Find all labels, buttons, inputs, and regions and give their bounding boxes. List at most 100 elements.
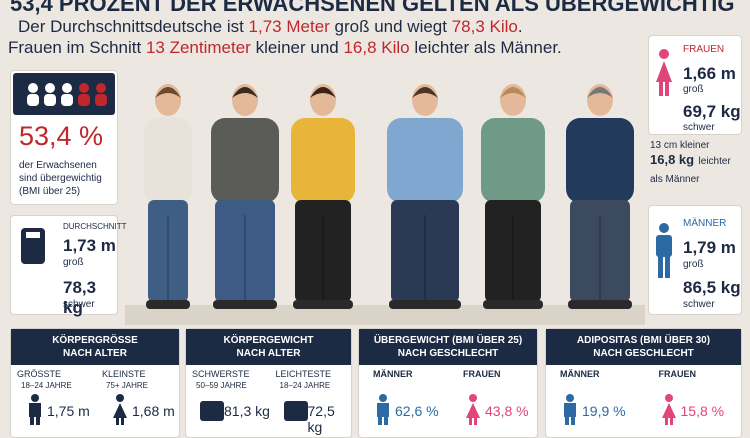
- unit: groß: [683, 84, 704, 95]
- segment: 13 Zentimeter: [145, 38, 251, 57]
- body: [564, 403, 576, 425]
- item-label: GRÖSSTE: [17, 369, 62, 379]
- item-group: 75+ JAHRE: [106, 381, 149, 390]
- item-value: 62,6 %: [395, 403, 439, 419]
- shoes: [293, 300, 353, 309]
- body: [113, 403, 127, 425]
- percent: 53,4 %: [19, 121, 104, 151]
- head: [566, 394, 574, 402]
- panel-title: KÖRPERGEWICHT: [223, 335, 314, 346]
- hair: [232, 87, 258, 98]
- segment: 1,73 Meter: [248, 17, 330, 36]
- icon-bar: [13, 73, 115, 115]
- panel: ADIPOSITAS (BMI ÜBER 30) NACH GESCHLECHT M…: [545, 328, 742, 438]
- height: 1,73 m: [63, 236, 116, 255]
- weight: 78,3 kg: [63, 278, 97, 317]
- unit: schwer: [63, 299, 95, 310]
- text: der Erwachsenen sind übergewichtig (BMI …: [19, 160, 102, 197]
- difference: 13 cm kleiner 16,8 kg leichter als Männe…: [650, 140, 740, 187]
- pants: [215, 200, 275, 302]
- icon: [466, 394, 480, 425]
- panel-subtitle: NACH GESCHLECHT: [593, 348, 694, 359]
- weight-diff: 16,8 kg: [650, 152, 695, 167]
- hair: [155, 87, 181, 98]
- pants: [148, 200, 188, 302]
- title: 53,4 PROZENT DER ERWACHSENEN GELTEN ALS …: [10, 0, 735, 16]
- overweight-box: 53,4 % der Erwachsenen sind übergewichti…: [10, 70, 118, 205]
- height: 1,66 m: [683, 64, 736, 83]
- weight: 69,7 kg: [683, 102, 741, 121]
- item-value: 43,8 %: [485, 403, 529, 419]
- shoes: [213, 300, 277, 309]
- segment: leichter als Männer.: [409, 38, 562, 57]
- item-value: 81,3 kg: [224, 403, 270, 419]
- body: [466, 403, 480, 425]
- panel-header: ÜBERGEWICHT (BMI ÜBER 25) NACH GESCHLECHT: [359, 329, 537, 365]
- segment: Frauen im Schnitt: [8, 38, 146, 57]
- hair: [587, 87, 613, 98]
- icon: [661, 394, 676, 425]
- panel-header: KÖRPERGRÖSSE NACH ALTER: [11, 329, 179, 365]
- icon: [377, 394, 389, 425]
- item-label: LEICHTESTE: [275, 369, 332, 379]
- item-value: 1,68 m: [132, 403, 175, 419]
- item-label: MÄNNER: [373, 369, 413, 379]
- panel-title: ADIPOSITAS (BMI ÜBER 30): [576, 335, 711, 346]
- shirt: [387, 118, 463, 203]
- item-group: 50–59 JAHRE: [196, 381, 247, 390]
- panel-subtitle: NACH ALTER: [236, 348, 301, 359]
- shirt: [291, 118, 355, 203]
- pants: [295, 200, 351, 302]
- men-box: MÄNNER 1,79 m groß 86,5 kg schwer: [648, 205, 742, 315]
- shirt: [211, 118, 279, 203]
- item-value: 1,75 m: [47, 403, 90, 419]
- shoes: [146, 300, 190, 309]
- head: [664, 394, 673, 402]
- height: 1,79 m: [683, 238, 736, 257]
- pants: [485, 200, 541, 302]
- panel: KÖRPERGRÖSSE NACH ALTER GRÖSSTE 18–24 JAHRE…: [10, 328, 180, 438]
- body: [661, 403, 676, 425]
- head: [116, 394, 124, 402]
- icon: [29, 394, 41, 425]
- scale: [200, 401, 224, 421]
- shirt: [566, 118, 634, 203]
- panel: KÖRPERGEWICHT NACH ALTER SCHWERSTE 50–59 JA…: [185, 328, 352, 438]
- hair: [412, 87, 438, 98]
- body: [377, 403, 389, 425]
- item-value: 72,5 kg: [307, 403, 335, 435]
- head: [469, 394, 477, 402]
- label: FRAUEN: [683, 44, 725, 55]
- headline: Frauen im Schnitt 13 Zentimeter kleiner …: [8, 38, 562, 58]
- hair: [500, 87, 526, 98]
- icon: [200, 401, 224, 421]
- height-diff: 13 cm kleiner: [650, 140, 710, 151]
- weight: 86,5 kg: [683, 278, 741, 297]
- unit: schwer: [683, 299, 715, 310]
- panel-subtitle: NACH ALTER: [63, 348, 127, 359]
- item-value: 15,8 %: [680, 403, 725, 419]
- panel: ÜBERGEWICHT (BMI ÜBER 25) NACH GESCHLECHT…: [358, 328, 538, 438]
- body: [29, 403, 41, 425]
- icon: [564, 394, 576, 425]
- icon: [113, 394, 127, 425]
- head: [31, 394, 39, 402]
- panel-title: KÖRPERGRÖSSE: [52, 335, 138, 346]
- segment: groß und wiegt: [329, 17, 452, 36]
- unit: groß: [63, 257, 84, 268]
- segment: 78,3 Kilo: [451, 17, 518, 36]
- item-value: 19,9 %: [582, 403, 626, 419]
- women-box: FRAUEN 1,66 m groß 69,7 kg schwer: [648, 35, 742, 135]
- item-label: FRAUEN: [658, 369, 697, 379]
- shirt: [144, 118, 192, 203]
- panel-header: KÖRPERGEWICHT NACH ALTER: [186, 329, 351, 365]
- headline: Der Durchschnittsdeutsche ist 1,73 Meter…: [18, 17, 523, 37]
- item-label: FRAUEN: [463, 369, 501, 379]
- label: DURCHSCHNITT: [63, 222, 127, 231]
- panel-header: ADIPOSITAS (BMI ÜBER 30) NACH GESCHLECHT: [546, 329, 741, 365]
- item-group: 18–24 JAHRE: [21, 381, 72, 390]
- average-box: DURCHSCHNITT 1,73 m groß 78,3 kg schwer: [10, 215, 127, 317]
- panel-subtitle: NACH GESCHLECHT: [397, 348, 499, 359]
